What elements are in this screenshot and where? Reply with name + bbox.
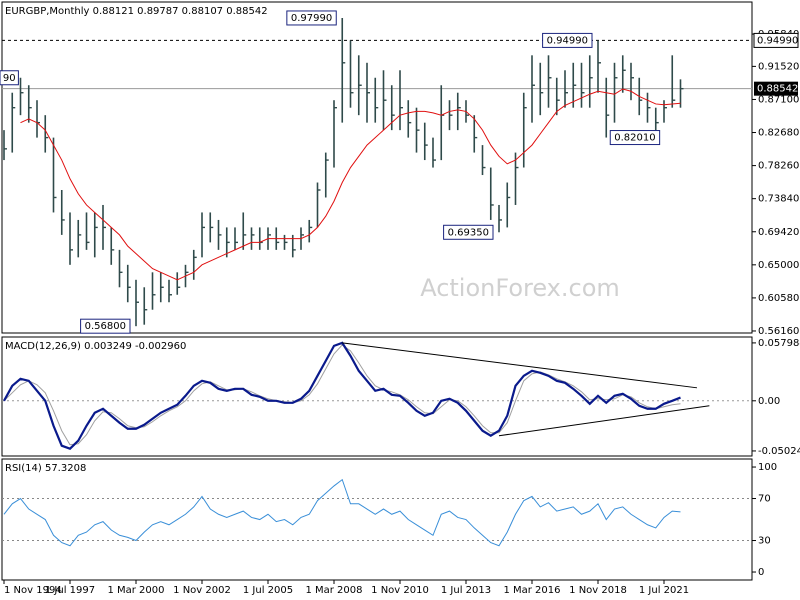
- price-panel: [1, 1, 753, 334]
- y-tick-label: 70: [758, 494, 771, 505]
- annotation-label: 90: [3, 73, 16, 84]
- level-label: 0.94990: [757, 35, 798, 46]
- rsi-title: RSI(14) 57.3208: [5, 463, 86, 474]
- trendline: [498, 405, 710, 437]
- y-tick-label: 0.60580: [758, 293, 799, 304]
- y-tick-label: 0: [758, 567, 764, 578]
- annotation-box: [286, 10, 337, 26]
- y-tick-label: 30: [758, 536, 771, 547]
- macd-title: MACD(12,26,9) 0.003249 -0.002960: [5, 341, 186, 352]
- annotation-box: [0, 70, 19, 86]
- y-tick-label: 0.69420: [758, 227, 799, 238]
- annotation-box: [609, 130, 661, 146]
- x-tick-label: 1 Nov 2018: [569, 585, 627, 596]
- macd-panel: [1, 336, 753, 457]
- annotation-box: [542, 32, 593, 48]
- trendline: [342, 342, 698, 389]
- x-tick-label: 1 Mar 2008: [305, 585, 362, 596]
- x-tick-label: 1 Mar 2016: [503, 585, 560, 596]
- rsi-panel: [1, 458, 753, 581]
- y-tick-label: 0.00: [758, 396, 780, 407]
- y-tick-label: 0.82680: [758, 128, 799, 139]
- last-price-label: 0.88542: [757, 84, 798, 95]
- y-tick-label: 100: [758, 462, 777, 473]
- y-tick-label: 0.91520: [758, 61, 799, 72]
- y-tick-label: 0.78260: [758, 161, 799, 172]
- rsi-line: [3, 478, 681, 547]
- x-tick-label: 1 Nov 1994: [4, 585, 62, 596]
- last-price-box: [754, 81, 798, 96]
- x-tick-label: 1 Jul 2005: [243, 585, 293, 596]
- chart-title: EURGBP,Monthly 0.88121 0.89787 0.88107 0…: [5, 6, 268, 17]
- y-tick-label: 0.73840: [758, 194, 799, 205]
- moving-average: [20, 88, 681, 281]
- annotation-label: 0.97990: [291, 13, 332, 24]
- annotation-label: 0.56800: [85, 321, 126, 332]
- y-tick-label: 0.65000: [758, 260, 799, 271]
- level-box: [753, 32, 799, 48]
- annotation-label: 0.94990: [547, 35, 588, 46]
- annotation-box: [443, 224, 494, 240]
- x-tick-label: 1 Nov 2002: [173, 585, 231, 596]
- y-tick-label: 0.56160: [758, 326, 799, 337]
- x-tick-label: 1 Jul 1997: [45, 585, 95, 596]
- x-tick-label: 1 Nov 2010: [371, 585, 429, 596]
- watermark: ActionForex.com: [420, 274, 620, 302]
- annotation-label: 0.82010: [614, 133, 655, 144]
- x-tick-label: 1 Mar 2000: [107, 585, 164, 596]
- annotation-box: [80, 318, 131, 334]
- x-tick-label: 1 Jul 2013: [441, 585, 491, 596]
- annotation-label: 0.69350: [448, 227, 489, 238]
- y-tick-label: 0.057984: [758, 338, 800, 349]
- y-tick-label: 0.87100: [758, 94, 799, 105]
- x-tick-label: 1 Jul 2021: [639, 585, 689, 596]
